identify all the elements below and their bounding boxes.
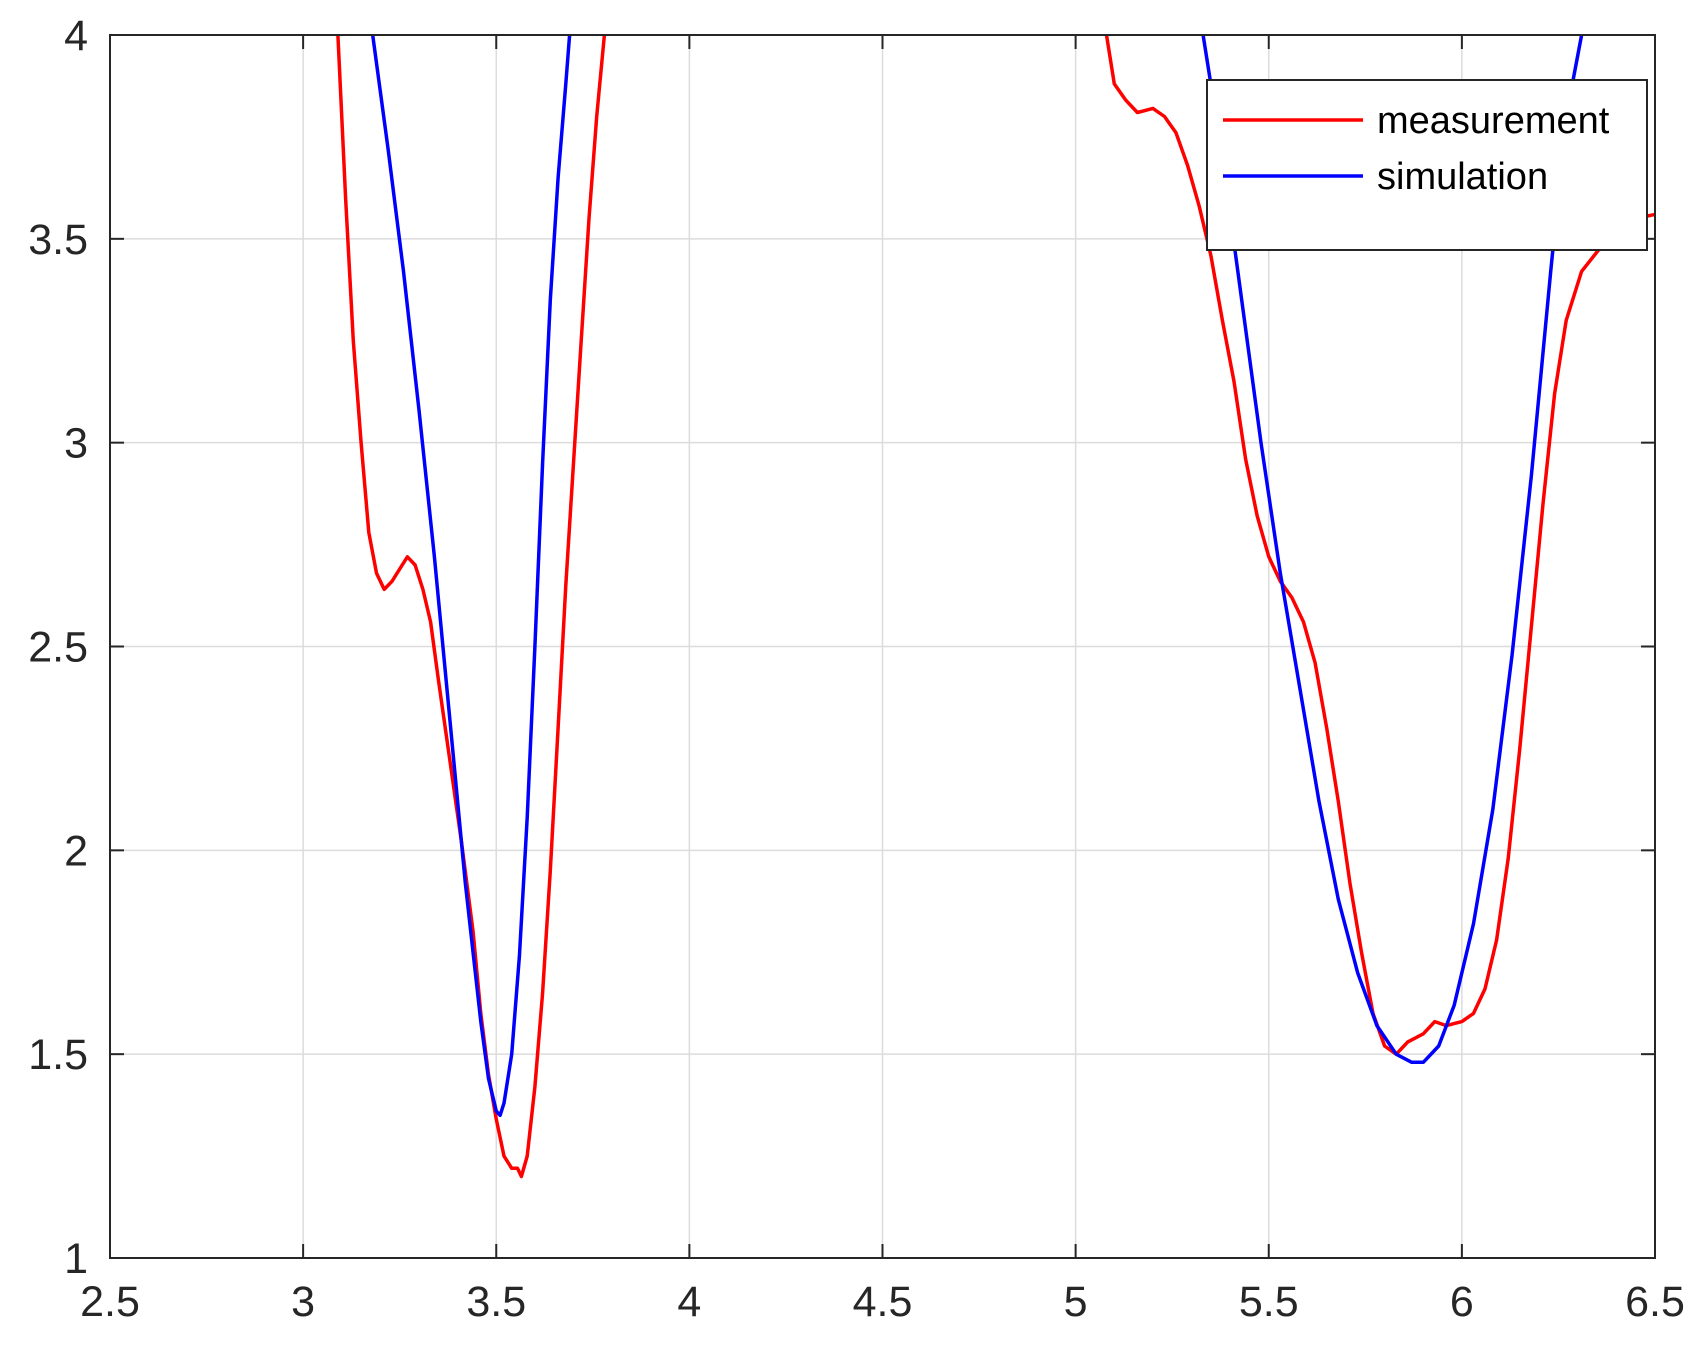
x-tick-label: 3 — [291, 1278, 315, 1326]
legend: measurement simulation — [1206, 79, 1648, 251]
x-tick-label: 6.5 — [1625, 1278, 1685, 1326]
x-tick-label: 4.5 — [853, 1278, 913, 1326]
y-axis-tick-labels: 1 1.5 2 2.5 3 3.5 4 — [28, 12, 88, 1283]
legend-label-measurement: measurement — [1377, 100, 1610, 142]
x-tick-label: 3.5 — [466, 1278, 526, 1326]
x-tick-label: 2.5 — [80, 1278, 140, 1326]
x-tick-label: 5 — [1064, 1278, 1088, 1326]
x-axis-tick-labels: 2.5 3 3.5 4 4.5 5 5.5 6 6.5 — [80, 1278, 1685, 1326]
y-tick-label: 1.5 — [28, 1031, 88, 1079]
series-group — [336, 35, 1655, 1179]
y-tick-label: 4 — [64, 12, 88, 60]
simulation-line — [370, 35, 572, 1118]
measurement-line — [1104, 35, 1655, 1056]
x-tick-label: 5.5 — [1239, 1278, 1299, 1326]
simulation-line — [1201, 35, 1584, 1065]
x-tick-label: 4 — [677, 1278, 701, 1326]
series-layer — [336, 35, 1655, 1179]
y-tick-label: 3.5 — [28, 216, 88, 264]
tick-marks — [109, 34, 1656, 1259]
legend-box — [1206, 79, 1648, 251]
legend-label-simulation: simulation — [1377, 156, 1548, 198]
x-tick-label: 6 — [1450, 1278, 1474, 1326]
y-tick-label: 1 — [64, 1235, 88, 1283]
y-tick-label: 2.5 — [28, 624, 88, 672]
y-tick-label: 2 — [64, 827, 88, 875]
y-tick-label: 3 — [64, 420, 88, 468]
